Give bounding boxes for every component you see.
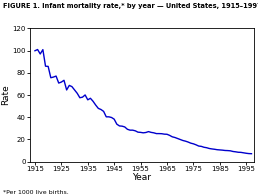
Text: *Per 1000 live births.: *Per 1000 live births. <box>3 190 68 195</box>
Text: FIGURE 1. Infant mortality rate,* by year — United States, 1915–1997: FIGURE 1. Infant mortality rate,* by yea… <box>3 3 258 9</box>
Y-axis label: Rate: Rate <box>2 85 11 105</box>
X-axis label: Year: Year <box>132 173 151 182</box>
